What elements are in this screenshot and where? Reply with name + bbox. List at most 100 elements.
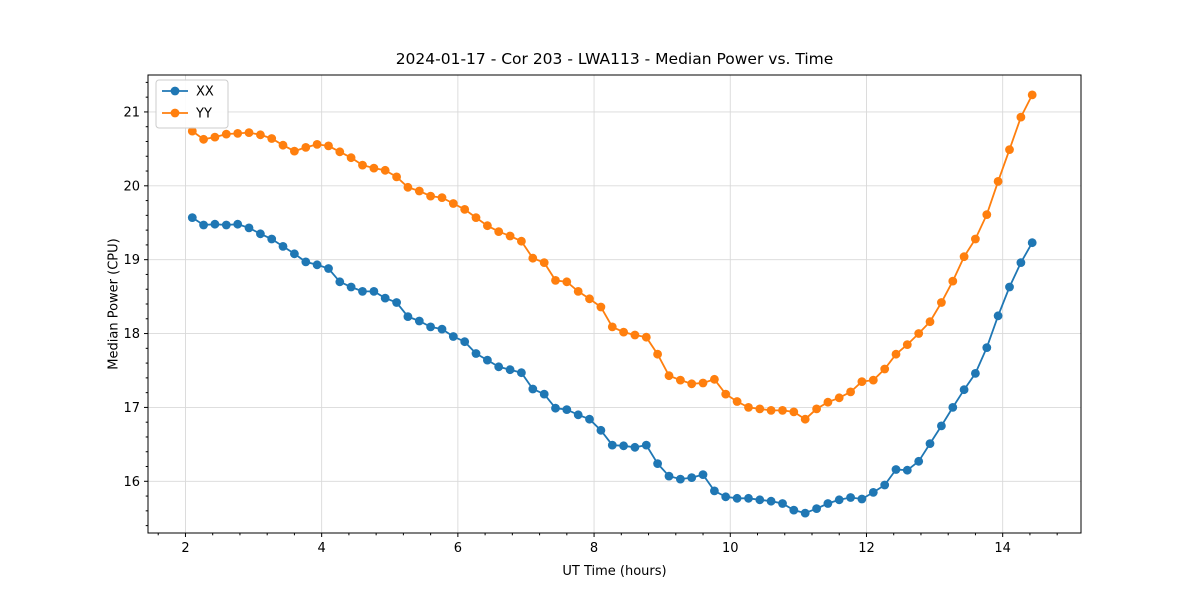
data-point-XX bbox=[380, 293, 390, 303]
data-point-XX bbox=[925, 439, 935, 448]
data-point-YY bbox=[641, 332, 651, 342]
x-tick-label: 6 bbox=[454, 541, 462, 556]
data-point-XX bbox=[698, 470, 708, 479]
data-point-YY bbox=[483, 221, 492, 231]
data-point-YY bbox=[902, 340, 912, 349]
data-point-XX bbox=[1016, 258, 1026, 267]
data-point-YY bbox=[1005, 145, 1014, 155]
data-point-XX bbox=[448, 332, 458, 341]
data-point-XX bbox=[800, 508, 810, 518]
data-point-YY bbox=[335, 147, 345, 157]
data-point-YY bbox=[1016, 112, 1026, 122]
data-point-YY bbox=[551, 276, 560, 285]
data-point-XX bbox=[846, 493, 855, 502]
data-point-YY bbox=[380, 165, 390, 175]
data-point-XX bbox=[778, 499, 787, 508]
data-point-YY bbox=[800, 414, 810, 424]
data-point-XX bbox=[687, 473, 697, 482]
data-point-YY bbox=[290, 146, 299, 156]
data-point-YY bbox=[664, 371, 674, 381]
data-point-YY bbox=[891, 349, 901, 359]
data-point-XX bbox=[755, 495, 765, 505]
data-point-YY bbox=[414, 186, 424, 196]
data-point-YY bbox=[301, 143, 311, 152]
data-point-XX bbox=[902, 465, 912, 475]
x-tick-label: 8 bbox=[590, 541, 598, 556]
data-point-YY bbox=[256, 130, 265, 140]
x-tick-label: 4 bbox=[318, 541, 326, 556]
data-point-YY bbox=[562, 277, 572, 287]
data-point-XX bbox=[471, 349, 481, 358]
data-point-XX bbox=[914, 456, 924, 466]
legend-label: XX bbox=[196, 85, 214, 100]
data-point-YY bbox=[721, 389, 731, 399]
data-point-YY bbox=[392, 172, 401, 182]
data-point-XX bbox=[596, 425, 606, 435]
data-point-YY bbox=[766, 406, 776, 415]
data-point-YY bbox=[687, 379, 697, 389]
data-point-XX bbox=[982, 343, 992, 352]
x-tick-label: 2 bbox=[181, 541, 189, 556]
data-point-YY bbox=[755, 404, 765, 414]
data-point-XX bbox=[301, 257, 311, 267]
data-point-YY bbox=[1027, 90, 1037, 100]
data-point-YY bbox=[312, 140, 322, 149]
y-tick-label: 16 bbox=[123, 475, 140, 490]
data-point-XX bbox=[1027, 238, 1037, 248]
data-point-YY bbox=[244, 128, 254, 138]
data-point-XX bbox=[959, 385, 969, 395]
data-point-XX bbox=[244, 223, 254, 233]
data-point-YY bbox=[369, 163, 379, 173]
data-point-YY bbox=[267, 134, 277, 143]
data-point-XX bbox=[346, 282, 356, 292]
data-point-YY bbox=[426, 191, 435, 201]
y-tick-label: 18 bbox=[123, 327, 140, 342]
data-point-YY bbox=[233, 129, 243, 138]
data-point-YY bbox=[630, 330, 640, 340]
data-point-XX bbox=[335, 277, 345, 287]
data-point-YY bbox=[210, 132, 220, 142]
data-point-XX bbox=[630, 442, 640, 452]
data-point-XX bbox=[607, 440, 617, 450]
data-point-XX bbox=[891, 465, 901, 474]
data-point-XX bbox=[505, 365, 515, 375]
data-point-YY bbox=[403, 182, 413, 192]
data-point-XX bbox=[812, 504, 821, 513]
data-point-XX bbox=[993, 311, 1003, 321]
data-point-YY bbox=[187, 126, 197, 136]
data-point-XX bbox=[528, 384, 538, 394]
data-point-XX bbox=[324, 264, 333, 273]
data-point-XX bbox=[562, 405, 572, 414]
data-point-YY bbox=[448, 199, 458, 208]
data-point-XX bbox=[710, 486, 719, 496]
data-point-YY bbox=[324, 141, 333, 151]
data-point-YY bbox=[505, 231, 515, 241]
data-point-XX bbox=[426, 322, 435, 332]
data-point-YY bbox=[937, 298, 946, 307]
data-point-XX bbox=[823, 499, 833, 508]
legend-label: YY bbox=[195, 107, 212, 122]
data-point-XX bbox=[539, 389, 549, 399]
series-YY bbox=[187, 90, 1037, 424]
data-point-XX bbox=[744, 493, 753, 503]
legend: XX YY bbox=[155, 79, 229, 129]
data-point-XX bbox=[392, 298, 401, 307]
data-point-XX bbox=[619, 441, 628, 451]
data-point-XX bbox=[551, 403, 560, 413]
data-point-YY bbox=[959, 252, 969, 262]
data-point-XX bbox=[199, 220, 209, 230]
tick-labels: 2 4 6 8 10 12 14 16 17 18 19 20 21 bbox=[123, 105, 1011, 556]
data-point-YY bbox=[948, 276, 958, 286]
data-point-XX bbox=[766, 496, 776, 506]
data-point-XX bbox=[676, 474, 685, 484]
data-point-XX bbox=[369, 287, 379, 296]
data-point-YY bbox=[585, 294, 594, 304]
data-point-XX bbox=[403, 312, 413, 321]
data-point-YY bbox=[573, 287, 583, 296]
data-point-YY bbox=[676, 375, 685, 385]
data-point-XX bbox=[517, 368, 526, 378]
series-XX bbox=[187, 213, 1037, 518]
data-point-XX bbox=[460, 337, 470, 347]
data-point-YY bbox=[732, 397, 742, 406]
